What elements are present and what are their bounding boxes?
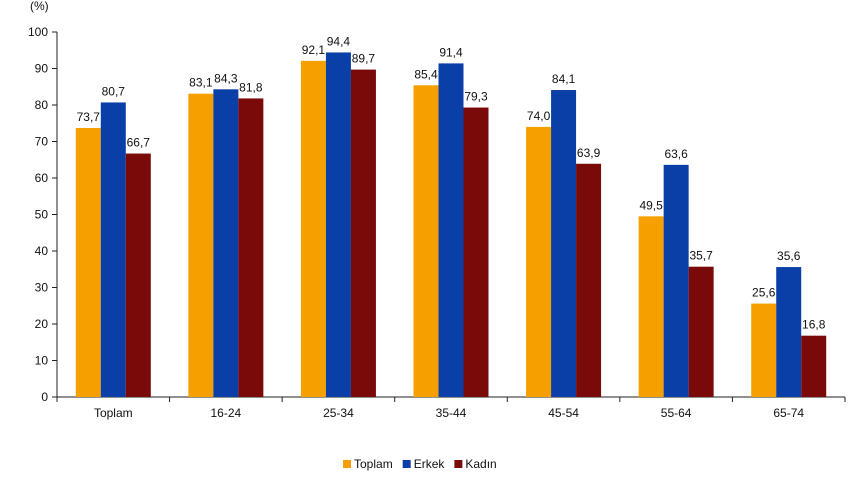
data-label: 35,7 <box>689 249 713 263</box>
y-tick-label: 50 <box>35 208 49 222</box>
bar-kadın <box>688 266 714 397</box>
x-category-label: 45-54 <box>548 406 579 420</box>
data-label: 66,7 <box>127 136 151 150</box>
data-labels: 73,780,7 66,7 83,1 84,381,8 92,194,489,7 85,4… <box>77 34 826 331</box>
bar-toplam <box>75 127 101 398</box>
y-unit-label: (%) <box>30 0 49 13</box>
y-tick-label: 90 <box>35 62 49 76</box>
x-category-label: 65-74 <box>773 406 804 420</box>
data-label: 85,4 <box>414 67 438 81</box>
data-label: 81,8 <box>239 80 263 94</box>
data-label: 49,5 <box>639 198 663 212</box>
data-label: 74,0 <box>527 109 551 123</box>
x-category-label: Toplam <box>94 406 133 420</box>
data-label: 79,3 <box>464 90 488 104</box>
bars <box>75 52 827 398</box>
data-label: 84,3 <box>214 71 238 85</box>
data-label: 63,6 <box>664 147 688 161</box>
bar-erkek <box>438 63 464 397</box>
y-axis: 0 10 20 30 40 50 60 70 80 90 100 <box>28 25 58 404</box>
bar-toplam <box>188 93 214 397</box>
legend-swatch-kadın <box>454 460 463 468</box>
bar-kadın <box>350 69 376 397</box>
bar-kadın <box>238 98 264 398</box>
bar-erkek <box>776 267 802 397</box>
bar-erkek <box>213 89 239 398</box>
data-label: 92,1 <box>302 43 326 57</box>
x-category-label: 25-34 <box>323 406 354 420</box>
bar-kadın <box>125 153 151 397</box>
legend-label: Kadın <box>465 457 496 471</box>
y-tick-label: 20 <box>35 317 49 331</box>
y-tick-label: 40 <box>35 244 49 258</box>
data-label: 80,7 <box>102 84 126 98</box>
data-label: 83,1 <box>189 76 213 90</box>
legend-swatch-toplam <box>343 460 351 468</box>
data-label: 84,1 <box>552 72 576 86</box>
bar-erkek <box>325 52 351 397</box>
x-category-label: 55-64 <box>661 406 692 420</box>
bar-erkek <box>551 90 577 397</box>
data-label: 63,9 <box>577 146 601 160</box>
bar-toplam <box>638 216 664 397</box>
bar-kadın <box>463 107 489 398</box>
legend-swatch-erkek <box>402 460 411 468</box>
bar-erkek <box>100 102 126 397</box>
bar-kadın <box>801 335 827 397</box>
y-tick-label: 70 <box>35 135 49 149</box>
x-axis: Toplam 16-24 25-34 35-44 45-54 55-64 65-74 <box>56 396 846 420</box>
y-tick-label: 30 <box>35 281 49 295</box>
bar-toplam <box>300 60 326 398</box>
bar-kadın <box>576 163 602 397</box>
bar-toplam <box>413 85 439 397</box>
data-label: 16,8 <box>802 318 826 332</box>
legend-label: Toplam <box>354 457 393 471</box>
x-category-label: 16-24 <box>211 406 242 420</box>
x-category-label: 35-44 <box>436 406 467 420</box>
data-label: 89,7 <box>352 52 376 66</box>
bar-erkek <box>663 164 689 397</box>
legend-label: Erkek <box>414 457 446 471</box>
data-label: 94,4 <box>327 34 351 48</box>
legend: Toplam Erkek Kadın <box>343 457 497 471</box>
y-tick-label: 10 <box>35 354 49 368</box>
data-label: 25,6 <box>752 286 776 300</box>
data-label: 73,7 <box>77 110 101 124</box>
y-tick-label: 100 <box>28 25 48 39</box>
y-tick-label: 60 <box>35 171 49 185</box>
bar-toplam <box>526 126 552 398</box>
data-label: 91,4 <box>439 45 463 59</box>
y-tick-label: 0 <box>41 390 48 404</box>
bar-toplam <box>751 303 777 397</box>
y-tick-label: 80 <box>35 98 49 112</box>
data-label: 35,6 <box>777 249 801 263</box>
